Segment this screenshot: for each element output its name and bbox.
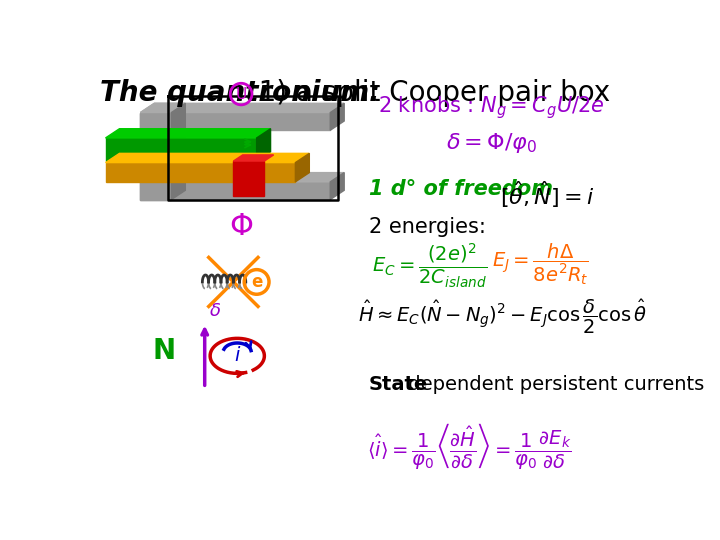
Text: U: U	[235, 86, 247, 102]
Text: 1) a split Cooper pair box: 1) a split Cooper pair box	[240, 79, 610, 107]
Polygon shape	[233, 155, 274, 161]
Text: 1 d° of freedom: 1 d° of freedom	[369, 179, 553, 199]
Polygon shape	[140, 103, 344, 112]
Polygon shape	[256, 129, 271, 161]
Text: i: i	[235, 346, 240, 366]
Polygon shape	[140, 103, 185, 112]
Polygon shape	[106, 129, 271, 138]
Polygon shape	[106, 138, 256, 161]
Polygon shape	[140, 182, 330, 200]
Text: dependent persistent currents: dependent persistent currents	[402, 375, 703, 394]
Text: $\Phi$: $\Phi$	[229, 212, 253, 241]
Text: $\langle\hat{i}\rangle = \dfrac{1}{\varphi_0}\left\langle\dfrac{\partial\hat{H}}: $\langle\hat{i}\rangle = \dfrac{1}{\varp…	[367, 422, 572, 472]
Text: $\hat{H} \approx E_C(\hat{N}-N_g)^2 - E_J\cos\dfrac{\delta}{2}\cos\hat{\theta}$: $\hat{H} \approx E_C(\hat{N}-N_g)^2 - E_…	[358, 298, 647, 336]
Polygon shape	[140, 112, 330, 130]
Polygon shape	[106, 163, 295, 182]
Text: 2 knobs : $N_g = C_g U/2e$: 2 knobs : $N_g = C_g U/2e$	[379, 94, 605, 121]
Text: The quantronium:: The quantronium:	[100, 79, 380, 107]
Polygon shape	[140, 112, 171, 200]
Polygon shape	[295, 153, 310, 182]
Polygon shape	[330, 173, 344, 200]
Text: $\delta$: $\delta$	[210, 302, 222, 320]
Text: e: e	[251, 273, 262, 291]
Text: $E_C = \dfrac{(2e)^2}{2C_{island}}$: $E_C = \dfrac{(2e)^2}{2C_{island}}$	[372, 241, 487, 290]
Polygon shape	[233, 161, 264, 195]
Text: $E_J = \dfrac{h\Delta}{8e^2 R_t}$: $E_J = \dfrac{h\Delta}{8e^2 R_t}$	[492, 241, 588, 287]
Text: State: State	[369, 375, 428, 394]
Polygon shape	[106, 153, 310, 163]
Text: 2 energies:: 2 energies:	[369, 217, 486, 237]
Polygon shape	[330, 103, 344, 130]
Polygon shape	[171, 103, 185, 200]
Text: $\delta = \Phi/\varphi_0$: $\delta = \Phi/\varphi_0$	[446, 131, 537, 156]
Text: N: N	[152, 338, 175, 365]
Polygon shape	[140, 173, 344, 182]
Text: $[\hat{\theta},\hat{N}] = i$: $[\hat{\theta},\hat{N}] = i$	[500, 179, 595, 210]
